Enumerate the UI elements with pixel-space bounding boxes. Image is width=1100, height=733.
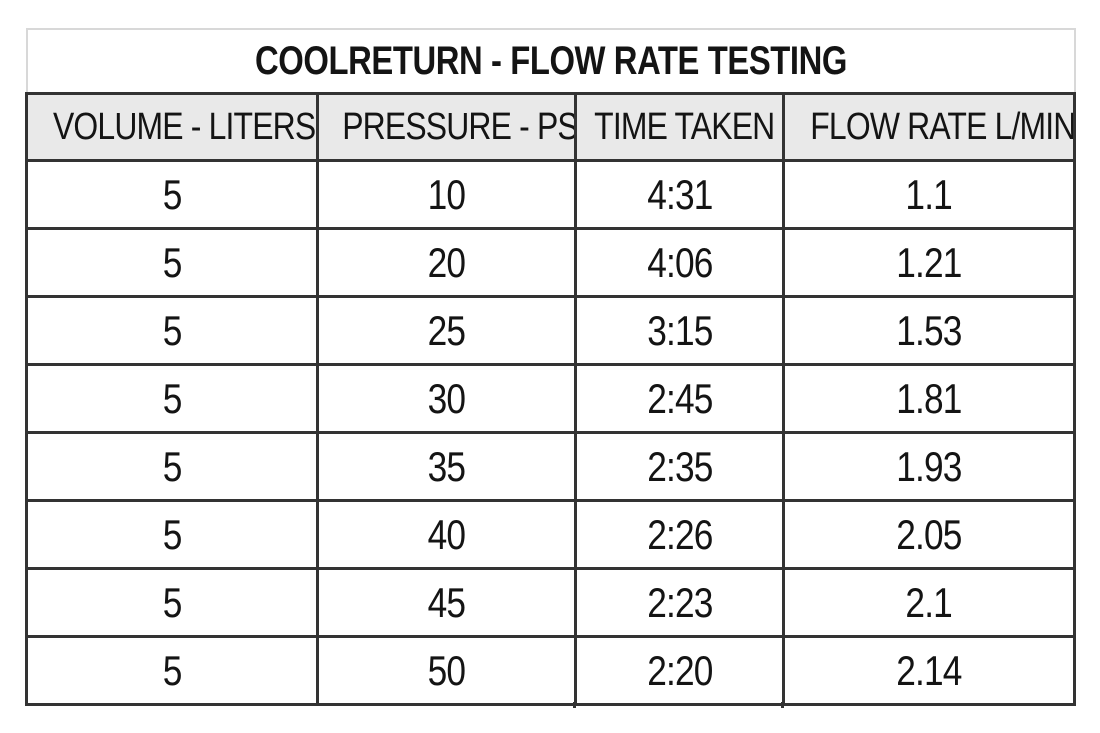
table-cell: 4:31 <box>574 159 785 230</box>
table-border-stub <box>781 702 784 708</box>
table-row: 5 10 4:31 1.1 <box>25 159 1077 230</box>
table-cell: 2:23 <box>574 567 785 638</box>
column-header-pressure: PRESSURE - PSI <box>316 92 577 162</box>
table-cell: 25 <box>316 295 577 366</box>
table-row: 5 30 2:45 1.81 <box>25 363 1077 434</box>
table-cell: 5 <box>25 499 319 570</box>
table-title: COOLRETURN - FLOW RATE TESTING <box>25 28 1076 95</box>
table-row: 5 35 2:35 1.93 <box>25 431 1077 502</box>
table-title-row: COOLRETURN - FLOW RATE TESTING <box>25 28 1076 95</box>
table-cell: 35 <box>316 431 577 502</box>
column-header-time: TIME TAKEN <box>574 92 785 162</box>
table-cell: 2.1 <box>781 567 1077 638</box>
table-row: 5 25 3:15 1.53 <box>25 295 1077 366</box>
table-cell: 1.93 <box>781 431 1077 502</box>
table-cell: 3:15 <box>574 295 785 366</box>
table-cell: 5 <box>25 635 319 706</box>
table-cell: 1.81 <box>781 363 1077 434</box>
column-header-volume: VOLUME - LITERS <box>25 92 319 162</box>
column-header-flow-rate: FLOW RATE L/MIN <box>781 92 1077 162</box>
table-cell: 2.14 <box>781 635 1077 706</box>
table-cell: 2:35 <box>574 431 785 502</box>
table-cell: 40 <box>316 499 577 570</box>
flow-rate-table: COOLRETURN - FLOW RATE TESTING VOLUME - … <box>25 28 1077 706</box>
table-row: 5 40 2:26 2.05 <box>25 499 1077 570</box>
table-cell: 5 <box>25 159 319 230</box>
table-cell: 2:26 <box>574 499 785 570</box>
table-cell: 1.21 <box>781 227 1077 298</box>
table-cell: 2:45 <box>574 363 785 434</box>
table-row: 5 50 2:20 2.14 <box>25 635 1077 706</box>
table-cell: 5 <box>25 431 319 502</box>
table-cell: 50 <box>316 635 577 706</box>
table-cell: 5 <box>25 227 319 298</box>
table-cell: 2.05 <box>781 499 1077 570</box>
table-border-stub <box>573 702 576 708</box>
table-row: 5 20 4:06 1.21 <box>25 227 1077 298</box>
table-header-row: VOLUME - LITERS PRESSURE - PSI TIME TAKE… <box>25 92 1077 162</box>
table-cell: 4:06 <box>574 227 785 298</box>
table-cell: 1.53 <box>781 295 1077 366</box>
table-cell: 45 <box>316 567 577 638</box>
table-cell: 30 <box>316 363 577 434</box>
table-cell: 10 <box>316 159 577 230</box>
table-cell: 2:20 <box>574 635 785 706</box>
table-cell: 5 <box>25 567 319 638</box>
table-cell: 1.1 <box>781 159 1077 230</box>
table-cell: 5 <box>25 295 319 366</box>
table-cell: 5 <box>25 363 319 434</box>
table-cell: 20 <box>316 227 577 298</box>
table-row: 5 45 2:23 2.1 <box>25 567 1077 638</box>
